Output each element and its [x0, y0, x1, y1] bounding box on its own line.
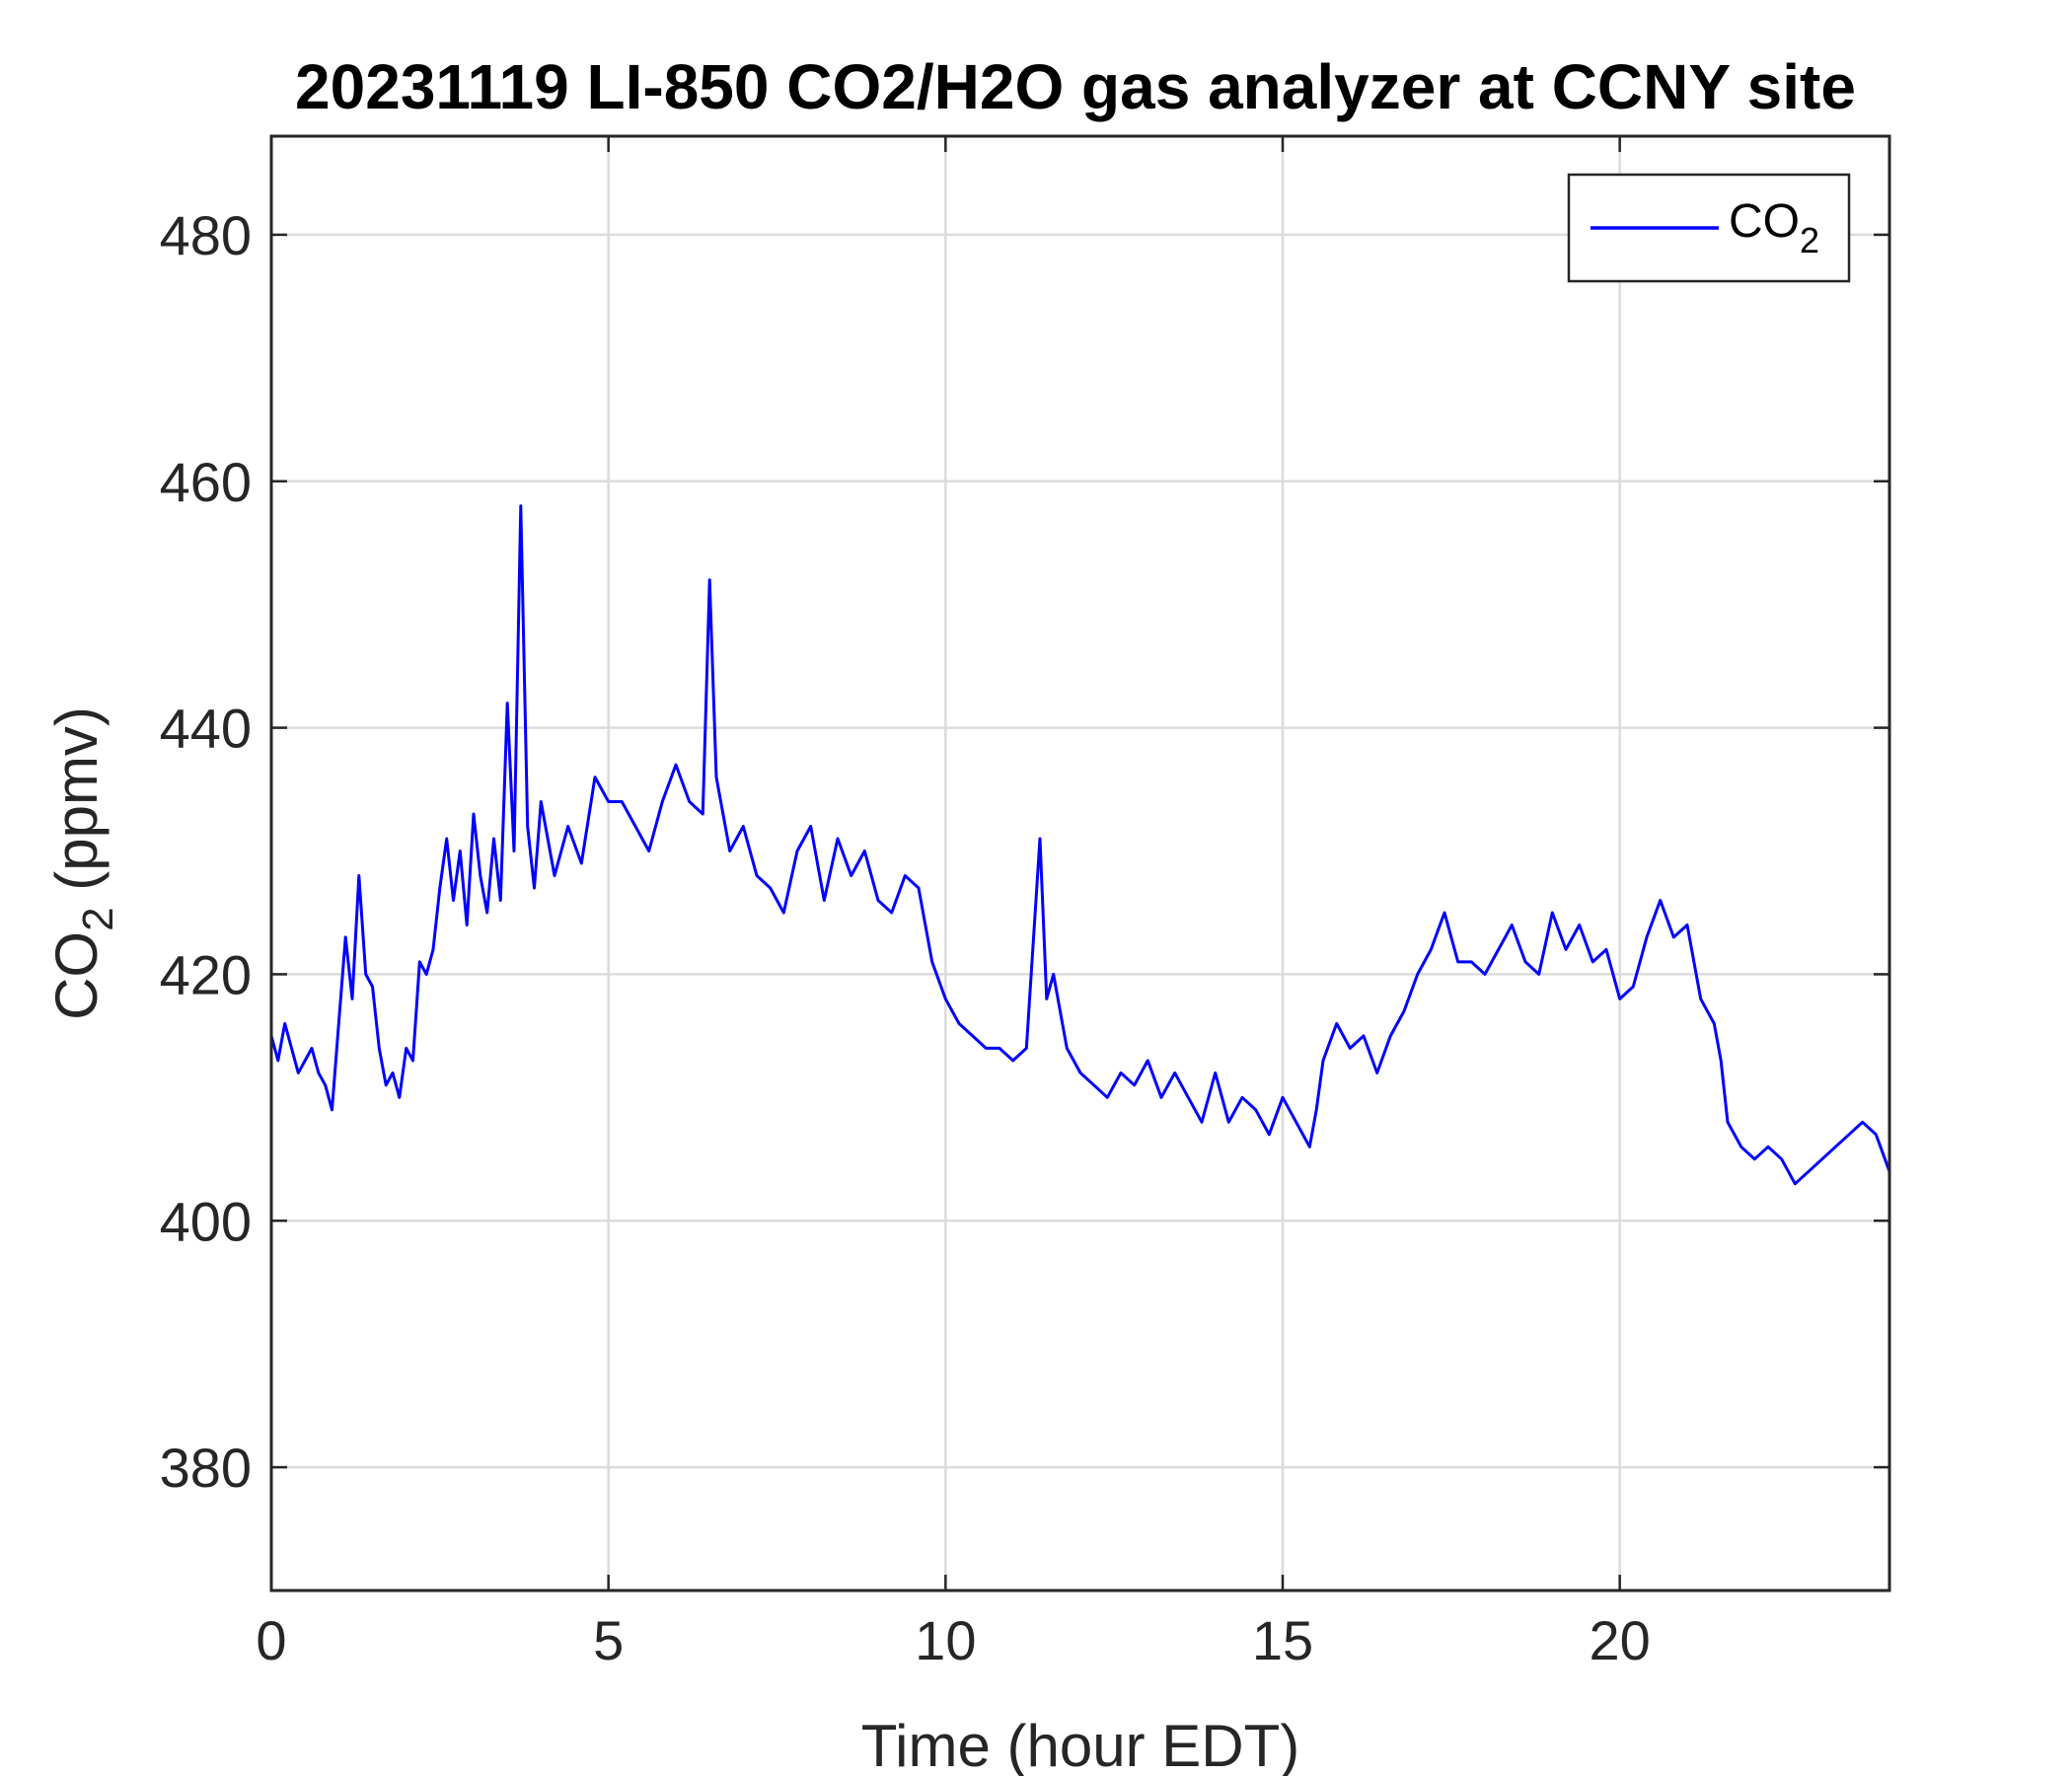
axes-box [269, 134, 1891, 1592]
y-tick-label: 380 [160, 1437, 252, 1499]
x-tick-labels: 0 5 10 15 20 [256, 1609, 1650, 1671]
y-axis-label: CO2 (ppmv) [43, 706, 122, 1020]
x-tick-label: 5 [593, 1609, 624, 1671]
y-tick-label: 460 [160, 451, 252, 513]
co2-series-line [271, 504, 1889, 1186]
y-axis-label-unit: (ppmv) [43, 706, 110, 907]
x-tick-label: 20 [1590, 1609, 1651, 1671]
plot-area [271, 136, 1889, 1591]
legend-label-main: CO [1729, 195, 1800, 248]
y-tick-label: 480 [160, 204, 252, 266]
x-tick-label: 10 [915, 1609, 976, 1671]
legend: CO2 [1567, 173, 1851, 283]
series-layer [271, 504, 1889, 1186]
y-tick-label: 400 [160, 1190, 252, 1252]
legend-label-subscript: 2 [1800, 220, 1819, 260]
legend-entry-co2: CO2 [1729, 195, 1819, 260]
x-tick-label: 0 [256, 1609, 286, 1671]
y-tick-labels: 380 400 420 440 460 480 [160, 204, 252, 1499]
x-tick-label: 15 [1252, 1609, 1313, 1671]
x-axis-label: Time (hour EDT) [861, 1713, 1300, 1776]
y-tick-label: 420 [160, 943, 252, 1005]
y-axis-label-subscript: 2 [74, 907, 122, 930]
y-tick-label: 440 [160, 698, 252, 760]
chart-title: 20231119 LI-850 CO2/H2O gas analyzer at … [295, 51, 1856, 122]
y-axis-label-main: CO [43, 931, 110, 1020]
